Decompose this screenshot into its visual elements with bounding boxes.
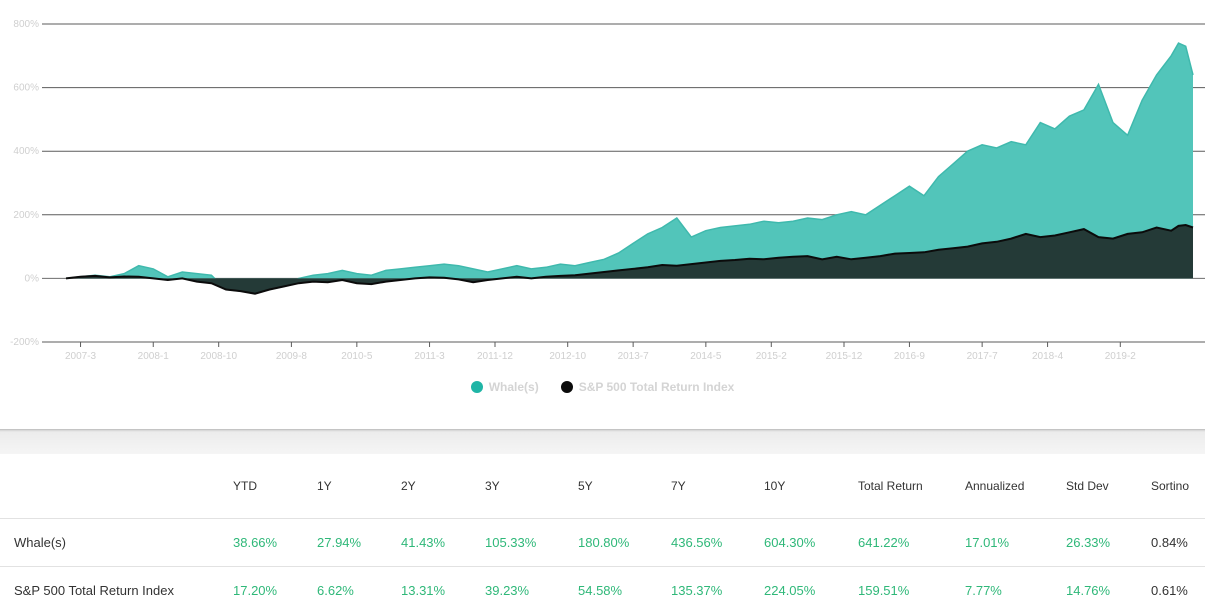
- legend-dot-whale: [471, 381, 483, 393]
- cell-5y: 180.80%: [578, 519, 671, 567]
- cell-annualized: 17.01%: [965, 519, 1066, 567]
- section-divider: [0, 429, 1205, 454]
- legend-label-whale: Whale(s): [489, 380, 539, 394]
- header-3y: 3Y: [485, 454, 578, 519]
- chart-legend: Whale(s) S&P 500 Total Return Index: [0, 380, 1205, 394]
- x-tick-label: 2017-7: [967, 351, 999, 362]
- x-tick-label: 2007-3: [65, 351, 97, 362]
- cell-5y: 54.58%: [578, 567, 671, 614]
- cell-1y: 27.94%: [317, 519, 401, 567]
- header-7y: 7Y: [671, 454, 764, 519]
- x-tick-label: 2008-10: [200, 351, 237, 362]
- header-5y: 5Y: [578, 454, 671, 519]
- y-tick-label: 200%: [13, 210, 39, 221]
- x-tick-label: 2015-12: [826, 351, 863, 362]
- x-tick-label: 2010-5: [341, 351, 373, 362]
- cell-3y: 39.23%: [485, 567, 578, 614]
- cell-10y: 224.05%: [764, 567, 858, 614]
- cell-total-return: 159.51%: [858, 567, 965, 614]
- cell-sortino: 0.61%: [1151, 567, 1205, 614]
- cell-total-return: 641.22%: [858, 519, 965, 567]
- header-1y: 1Y: [317, 454, 401, 519]
- performance-table: YTD 1Y 2Y 3Y 5Y 7Y 10Y Total Return Annu…: [0, 454, 1205, 614]
- cell-2y: 41.43%: [401, 519, 485, 567]
- cell-7y: 436.56%: [671, 519, 764, 567]
- cell-10y: 604.30%: [764, 519, 858, 567]
- header-ytd: YTD: [233, 454, 317, 519]
- header-annualized: Annualized: [965, 454, 1066, 519]
- cell-7y: 135.37%: [671, 567, 764, 614]
- x-tick-label: 2014-5: [690, 351, 722, 362]
- x-tick-label: 2018-4: [1032, 351, 1064, 362]
- y-tick-label: -200%: [10, 337, 39, 348]
- header-std-dev: Std Dev: [1066, 454, 1151, 519]
- performance-chart: 800% 600% 400% 200% 0% -200% 2007-3 2008-1 2008-…: [0, 0, 1205, 365]
- header-10y: 10Y: [764, 454, 858, 519]
- legend-item-whale[interactable]: Whale(s): [471, 380, 539, 394]
- x-tick-label: 2009-8: [276, 351, 308, 362]
- cell-ytd: 17.20%: [233, 567, 317, 614]
- header-name: [0, 454, 233, 519]
- y-tick-label: 0%: [25, 273, 40, 284]
- cell-3y: 105.33%: [485, 519, 578, 567]
- y-tick-label: 400%: [13, 146, 39, 157]
- x-tick-label: 2015-2: [756, 351, 788, 362]
- header-sortino: Sortino: [1151, 454, 1205, 519]
- cell-std-dev: 14.76%: [1066, 567, 1151, 614]
- x-tick-label: 2019-2: [1105, 351, 1137, 362]
- y-tick-label: 600%: [13, 83, 39, 94]
- row-name: Whale(s): [0, 519, 233, 567]
- x-tick-label: 2012-10: [549, 351, 586, 362]
- header-2y: 2Y: [401, 454, 485, 519]
- x-tick-label: 2011-3: [414, 351, 445, 362]
- header-total-return: Total Return: [858, 454, 965, 519]
- y-tick-label: 800%: [13, 19, 39, 30]
- legend-item-sp500[interactable]: S&P 500 Total Return Index: [561, 380, 735, 394]
- cell-2y: 13.31%: [401, 567, 485, 614]
- table-header-row: YTD 1Y 2Y 3Y 5Y 7Y 10Y Total Return Annu…: [0, 454, 1205, 519]
- cell-annualized: 7.77%: [965, 567, 1066, 614]
- x-tick-label: 2008-1: [138, 351, 170, 362]
- x-tick-label: 2011-12: [477, 351, 513, 362]
- cell-std-dev: 26.33%: [1066, 519, 1151, 567]
- cell-ytd: 38.66%: [233, 519, 317, 567]
- table-row: S&P 500 Total Return Index 17.20% 6.62% …: [0, 567, 1205, 614]
- row-name: S&P 500 Total Return Index: [0, 567, 233, 614]
- legend-label-sp500: S&P 500 Total Return Index: [579, 380, 735, 394]
- cell-sortino: 0.84%: [1151, 519, 1205, 567]
- cell-1y: 6.62%: [317, 567, 401, 614]
- x-tick-label: 2016-9: [894, 351, 926, 362]
- legend-dot-sp500: [561, 381, 573, 393]
- x-tick-label: 2013-7: [618, 351, 650, 362]
- table-row: Whale(s) 38.66% 27.94% 41.43% 105.33% 18…: [0, 519, 1205, 567]
